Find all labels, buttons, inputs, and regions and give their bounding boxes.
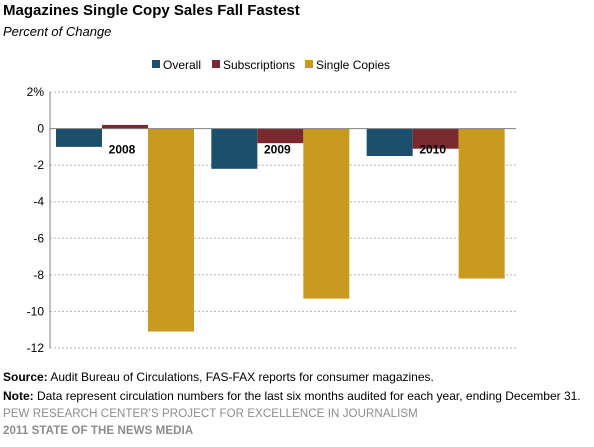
bar (211, 128, 258, 169)
y-tick-label: 2% (27, 85, 45, 99)
bar (366, 128, 413, 156)
y-tick-label: -10 (27, 304, 45, 318)
legend-label: Subscriptions (223, 58, 295, 72)
y-tick-label: -8 (33, 268, 44, 282)
bar (102, 124, 148, 129)
source-text: Audit Bureau of Circulations, FAS-FAX re… (50, 370, 434, 384)
legend-label: Overall (163, 58, 201, 72)
legend-label: Single Copies (316, 58, 390, 72)
bar (56, 128, 102, 147)
legend-swatch (212, 60, 220, 68)
note-line: Note: Data represent circulation numbers… (3, 389, 581, 403)
bar (412, 128, 459, 149)
bar (458, 128, 505, 279)
source-line: Source: Audit Bureau of Circulations, FA… (3, 370, 434, 384)
note-label: Note: (3, 389, 34, 403)
x-category-label: 2009 (264, 143, 291, 157)
legend-swatch (305, 60, 313, 68)
y-tick-label: -12 (27, 341, 45, 355)
bar (257, 128, 304, 144)
bar (303, 128, 350, 299)
chart-subtitle: Percent of Change (3, 24, 112, 39)
y-tick-label: -2 (33, 158, 44, 172)
x-category-label: 2008 (109, 143, 136, 157)
source-label: Source: (3, 370, 48, 384)
y-tick-label: 0 (37, 122, 44, 136)
y-tick-label: -4 (33, 195, 44, 209)
footer-org: PEW RESEARCH CENTER'S PROJECT FOR EXCELL… (3, 408, 418, 420)
y-tick-label: -6 (33, 231, 44, 245)
note-text: Data represent circulation numbers for t… (37, 389, 581, 403)
footer-report: 2011 STATE OF THE NEWS MEDIA (3, 425, 194, 437)
x-category-label: 2010 (419, 143, 446, 157)
chart-title: Magazines Single Copy Sales Fall Fastest (3, 2, 300, 19)
legend-swatch (152, 60, 160, 68)
bar (148, 128, 194, 332)
